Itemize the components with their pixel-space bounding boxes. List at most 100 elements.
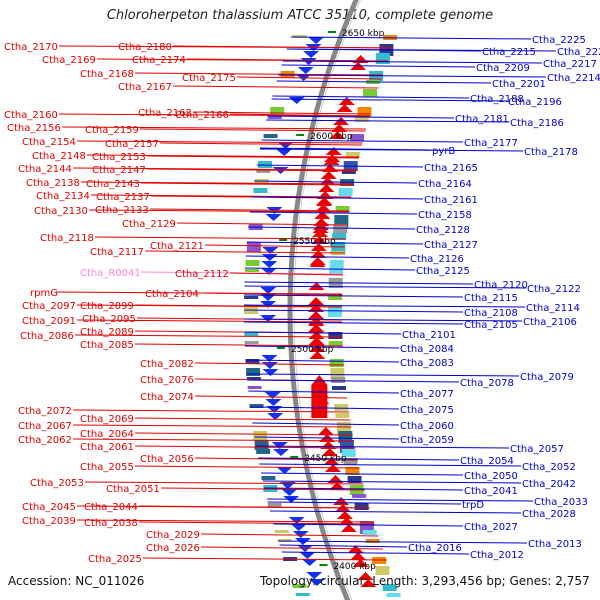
- reverse-gene-label[interactable]: Ctha_2105: [464, 320, 518, 331]
- reverse-gene-label[interactable]: Ctha_2114: [526, 303, 580, 314]
- forward-gene-label[interactable]: Ctha_2154: [22, 137, 76, 148]
- reverse-gene-label[interactable]: Ctha_2041: [464, 486, 518, 497]
- reverse-gene-label[interactable]: Ctha_2033: [534, 497, 588, 508]
- forward-gene-label[interactable]: Ctha_2175: [182, 73, 236, 84]
- forward-gene-label[interactable]: Ctha_2144: [18, 164, 72, 175]
- reverse-gene-label[interactable]: Ctha_2225: [532, 35, 586, 46]
- reverse-gene-label[interactable]: Ctha_2028: [522, 509, 576, 520]
- reverse-gene-label[interactable]: Ctha_2128: [416, 225, 470, 236]
- reverse-gene-label[interactable]: Ctha_2201: [492, 79, 546, 90]
- reverse-gene-label[interactable]: Ctha_2158: [418, 210, 472, 221]
- reverse-gene-label[interactable]: Ctha_2226: [557, 47, 600, 58]
- reverse-gene-label[interactable]: Ctha_2178: [524, 147, 578, 158]
- reverse-gene-label[interactable]: Ctha_2077: [400, 389, 454, 400]
- reverse-gene-label[interactable]: Ctha_2059: [400, 435, 454, 446]
- forward-gene-label[interactable]: Ctha_R0041: [80, 268, 141, 279]
- reverse-gene-label[interactable]: Ctha_2125: [416, 266, 470, 277]
- reverse-gene-label[interactable]: Ctha_2013: [528, 539, 582, 550]
- reverse-gene-label[interactable]: Ctha_2217: [543, 59, 597, 70]
- forward-gene-label[interactable]: Ctha_2168: [80, 69, 134, 80]
- reverse-gene-label[interactable]: Ctha_2196: [508, 97, 562, 108]
- reverse-gene-label[interactable]: Ctha_2161: [424, 195, 478, 206]
- reverse-gene-label[interactable]: Ctha_2083: [400, 358, 454, 369]
- forward-gene-label[interactable]: Ctha_2121: [150, 241, 204, 252]
- reverse-gene-label[interactable]: Ctha_2057: [510, 444, 564, 455]
- forward-gene-label[interactable]: Ctha_2062: [18, 435, 72, 446]
- forward-gene-label[interactable]: Ctha_2157: [105, 139, 159, 150]
- forward-gene-label[interactable]: Ctha_2143: [86, 179, 140, 190]
- forward-gene-label[interactable]: Ctha_2138: [26, 178, 80, 189]
- reverse-gene-label[interactable]: Ctha_2127: [424, 240, 478, 251]
- reverse-gene-label[interactable]: Ctha_2052: [522, 462, 576, 473]
- reverse-gene-label[interactable]: Ctha_2079: [520, 372, 574, 383]
- forward-gene-label[interactable]: Ctha_2039: [22, 516, 76, 527]
- forward-gene-label[interactable]: Ctha_2169: [42, 55, 96, 66]
- reverse-gene-label[interactable]: Ctha_2012: [470, 550, 524, 561]
- reverse-gene-label[interactable]: Ctha_2075: [400, 405, 454, 416]
- reverse-gene-label[interactable]: Ctha_2186: [510, 118, 564, 129]
- forward-gene-label[interactable]: Ctha_2156: [7, 123, 61, 134]
- forward-gene-label[interactable]: Ctha_2064: [80, 429, 134, 440]
- forward-gene-label[interactable]: Ctha_2147: [92, 165, 146, 176]
- forward-gene-label[interactable]: Ctha_2029: [146, 530, 200, 541]
- reverse-gene-label[interactable]: Ctha_2120: [474, 280, 528, 291]
- forward-gene-label[interactable]: Ctha_2170: [4, 42, 58, 53]
- forward-gene-label[interactable]: Ctha_2159: [85, 125, 139, 136]
- forward-gene-label[interactable]: Ctha_2148: [32, 151, 86, 162]
- forward-gene-label[interactable]: Ctha_2167: [118, 82, 172, 93]
- reverse-gene-label[interactable]: Ctha_2177: [464, 138, 518, 149]
- forward-gene-label[interactable]: Ctha_2095: [82, 314, 136, 325]
- forward-gene-label[interactable]: Ctha_2130: [34, 206, 88, 217]
- forward-gene-label[interactable]: Ctha_2163: [138, 108, 192, 119]
- forward-gene-label[interactable]: Ctha_2117: [90, 247, 144, 258]
- forward-gene-label[interactable]: Ctha_2174: [132, 55, 186, 66]
- reverse-gene-label[interactable]: Ctha_2084: [400, 344, 454, 355]
- forward-gene-label[interactable]: Ctha_2166: [175, 110, 229, 121]
- forward-gene-label[interactable]: Ctha_2074: [140, 392, 194, 403]
- forward-gene-label[interactable]: Ctha_2053: [30, 478, 84, 489]
- reverse-gene-label[interactable]: Ctha_2060: [400, 421, 454, 432]
- reverse-gene-label[interactable]: Ctha_2101: [402, 330, 456, 341]
- reverse-gene-label[interactable]: Ctha_2122: [527, 284, 581, 295]
- forward-gene-label[interactable]: Ctha_2129: [122, 219, 176, 230]
- forward-gene-label[interactable]: Ctha_2099: [80, 301, 134, 312]
- reverse-gene-label[interactable]: Ctha_2016: [408, 543, 462, 554]
- forward-gene-label[interactable]: Ctha_2038: [84, 518, 138, 529]
- forward-gene-label[interactable]: Ctha_2082: [140, 359, 194, 370]
- forward-gene-label[interactable]: Ctha_2045: [22, 502, 76, 513]
- forward-gene-label[interactable]: Ctha_2076: [140, 375, 194, 386]
- reverse-gene-label[interactable]: Ctha_2106: [523, 317, 577, 328]
- forward-gene-label[interactable]: Ctha_2118: [40, 233, 94, 244]
- forward-gene-label[interactable]: rpmG: [30, 288, 58, 299]
- forward-gene-label[interactable]: Ctha_2134: [36, 191, 90, 202]
- reverse-gene-label[interactable]: Ctha_2115: [464, 293, 518, 304]
- forward-gene-label[interactable]: Ctha_2086: [20, 331, 74, 342]
- forward-gene-label[interactable]: Ctha_2044: [84, 502, 138, 513]
- forward-gene-label[interactable]: Ctha_2097: [22, 301, 76, 312]
- forward-gene-label[interactable]: Ctha_2072: [18, 406, 72, 417]
- forward-gene-label[interactable]: Ctha_2025: [88, 554, 142, 565]
- forward-gene-label[interactable]: Ctha_2026: [146, 543, 200, 554]
- forward-gene-label[interactable]: Ctha_2069: [80, 414, 134, 425]
- reverse-gene-label[interactable]: Ctha_2209: [476, 63, 530, 74]
- forward-gene-label[interactable]: Ctha_2104: [145, 289, 199, 300]
- forward-gene-label[interactable]: Ctha_2133: [95, 205, 149, 216]
- reverse-gene-label[interactable]: pyrB: [432, 146, 455, 157]
- forward-gene-label[interactable]: Ctha_2112: [175, 269, 229, 280]
- reverse-gene-label[interactable]: Ctha_2188: [470, 94, 524, 105]
- reverse-gene-label[interactable]: Ctha_2164: [418, 179, 472, 190]
- reverse-gene-label[interactable]: Ctha_2165: [424, 163, 478, 174]
- reverse-gene-label[interactable]: Ctha_2050: [464, 471, 518, 482]
- forward-gene-label[interactable]: Ctha_2055: [80, 462, 134, 473]
- forward-gene-label[interactable]: Ctha_2137: [96, 192, 150, 203]
- reverse-gene-label[interactable]: Ctha_2078: [460, 378, 514, 389]
- reverse-gene-label[interactable]: Ctha_2181: [455, 114, 509, 125]
- forward-gene-label[interactable]: Ctha_2180: [118, 42, 172, 53]
- forward-gene-label[interactable]: Ctha_2160: [4, 110, 58, 121]
- forward-gene-label[interactable]: Ctha_2056: [140, 454, 194, 465]
- reverse-gene-label[interactable]: Ctha_2215: [482, 47, 536, 58]
- reverse-gene-label[interactable]: Ctha_2214: [547, 73, 600, 84]
- reverse-gene-label[interactable]: Ctha_2126: [410, 254, 464, 265]
- forward-gene-label[interactable]: Ctha_2091: [22, 316, 76, 327]
- forward-gene-label[interactable]: Ctha_2089: [80, 327, 134, 338]
